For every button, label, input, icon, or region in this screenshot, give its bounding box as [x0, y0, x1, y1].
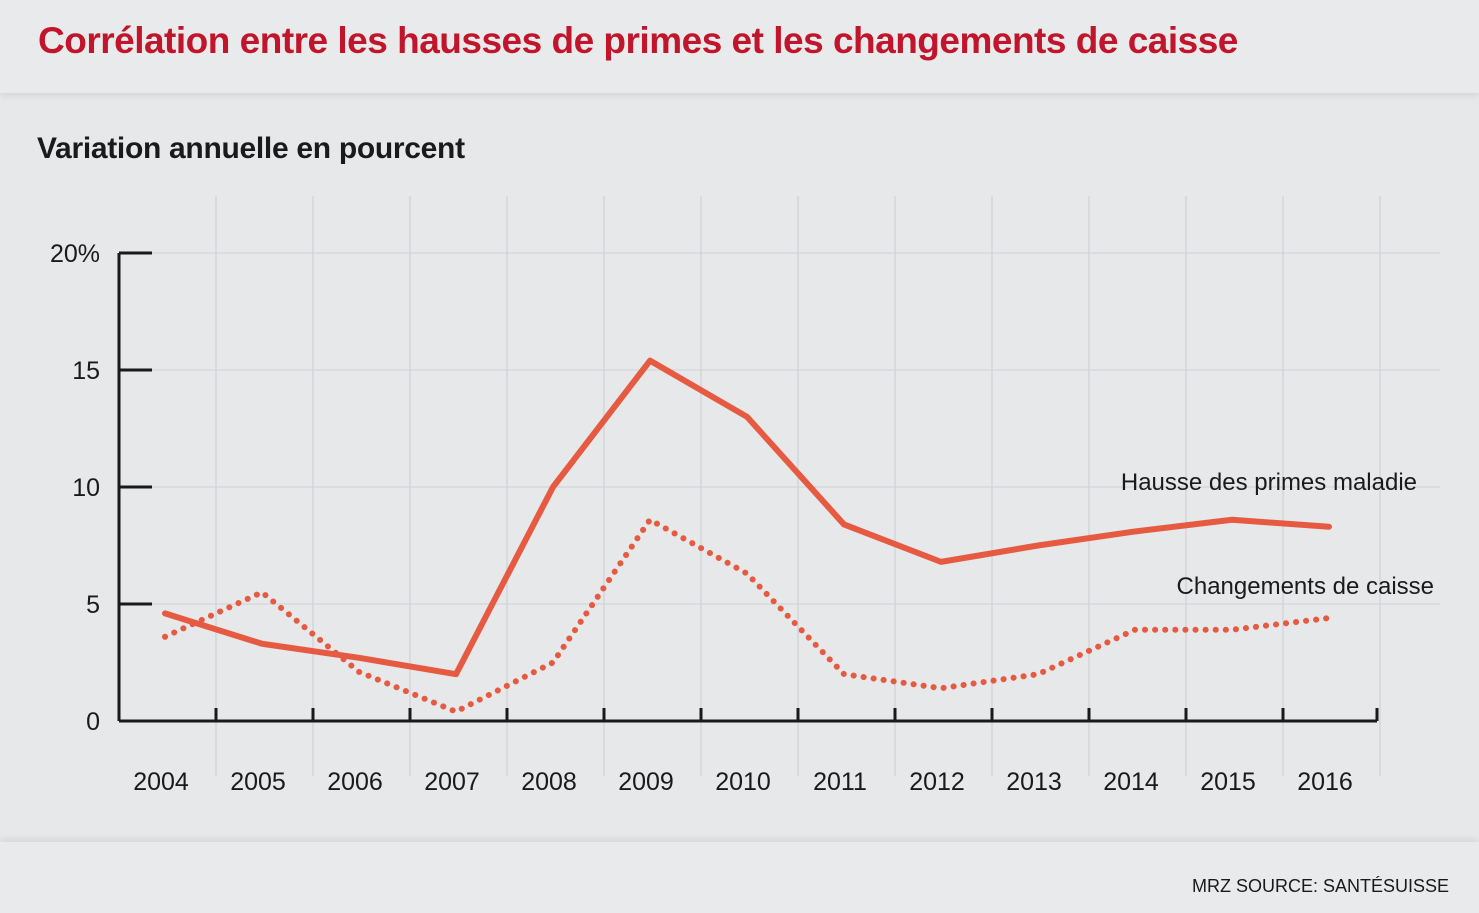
footer-band — [0, 842, 1479, 913]
series-line-solid — [162, 357, 1332, 678]
x-tick-label: 2011 — [813, 768, 867, 796]
axes — [117, 251, 1379, 723]
x-tick-label: 2012 — [909, 768, 965, 796]
x-tick-label: 2014 — [1103, 768, 1159, 796]
series-name-label: Hausse des primes maladie — [1121, 469, 1417, 496]
x-tick-label: 2007 — [424, 768, 480, 796]
x-tick-label: 2009 — [618, 768, 674, 796]
y-tick-label: 10 — [72, 474, 100, 502]
series-line-dotted — [162, 516, 1332, 715]
labels: 0 5 10 15 20% 2004 2005 2006 2007 2008 2009 2010 201… — [50, 240, 1434, 796]
chart-subtitle: Variation annuelle en pourcent — [37, 132, 465, 165]
grid — [119, 196, 1440, 776]
source-credit: MRZ SOURCE: SANTÉSUISSE — [1191, 876, 1449, 896]
header-band — [0, 0, 1479, 93]
line-chart: 0 5 10 15 20% 2004 2005 2006 2007 2008 2009 2010 201… — [50, 196, 1440, 796]
x-tick-label: 2005 — [230, 768, 286, 796]
x-tick-label: 2004 — [133, 768, 189, 796]
x-tick-label: 2010 — [715, 768, 771, 796]
y-tick-label: 20% — [50, 240, 100, 268]
page-title: Corrélation entre les hausses de primes … — [38, 20, 1238, 61]
x-tick-label: 2015 — [1200, 768, 1256, 796]
x-tick-label: 2006 — [327, 768, 383, 796]
x-tick-label: 2016 — [1297, 768, 1353, 796]
y-tick-label: 5 — [86, 591, 100, 619]
y-tick-label: 15 — [72, 357, 100, 385]
series — [162, 357, 1332, 715]
x-tick-label: 2013 — [1006, 768, 1062, 796]
y-tick-label: 0 — [86, 708, 100, 736]
x-tick-label: 2008 — [521, 768, 577, 796]
series-name-label: Changements de caisse — [1177, 573, 1434, 600]
